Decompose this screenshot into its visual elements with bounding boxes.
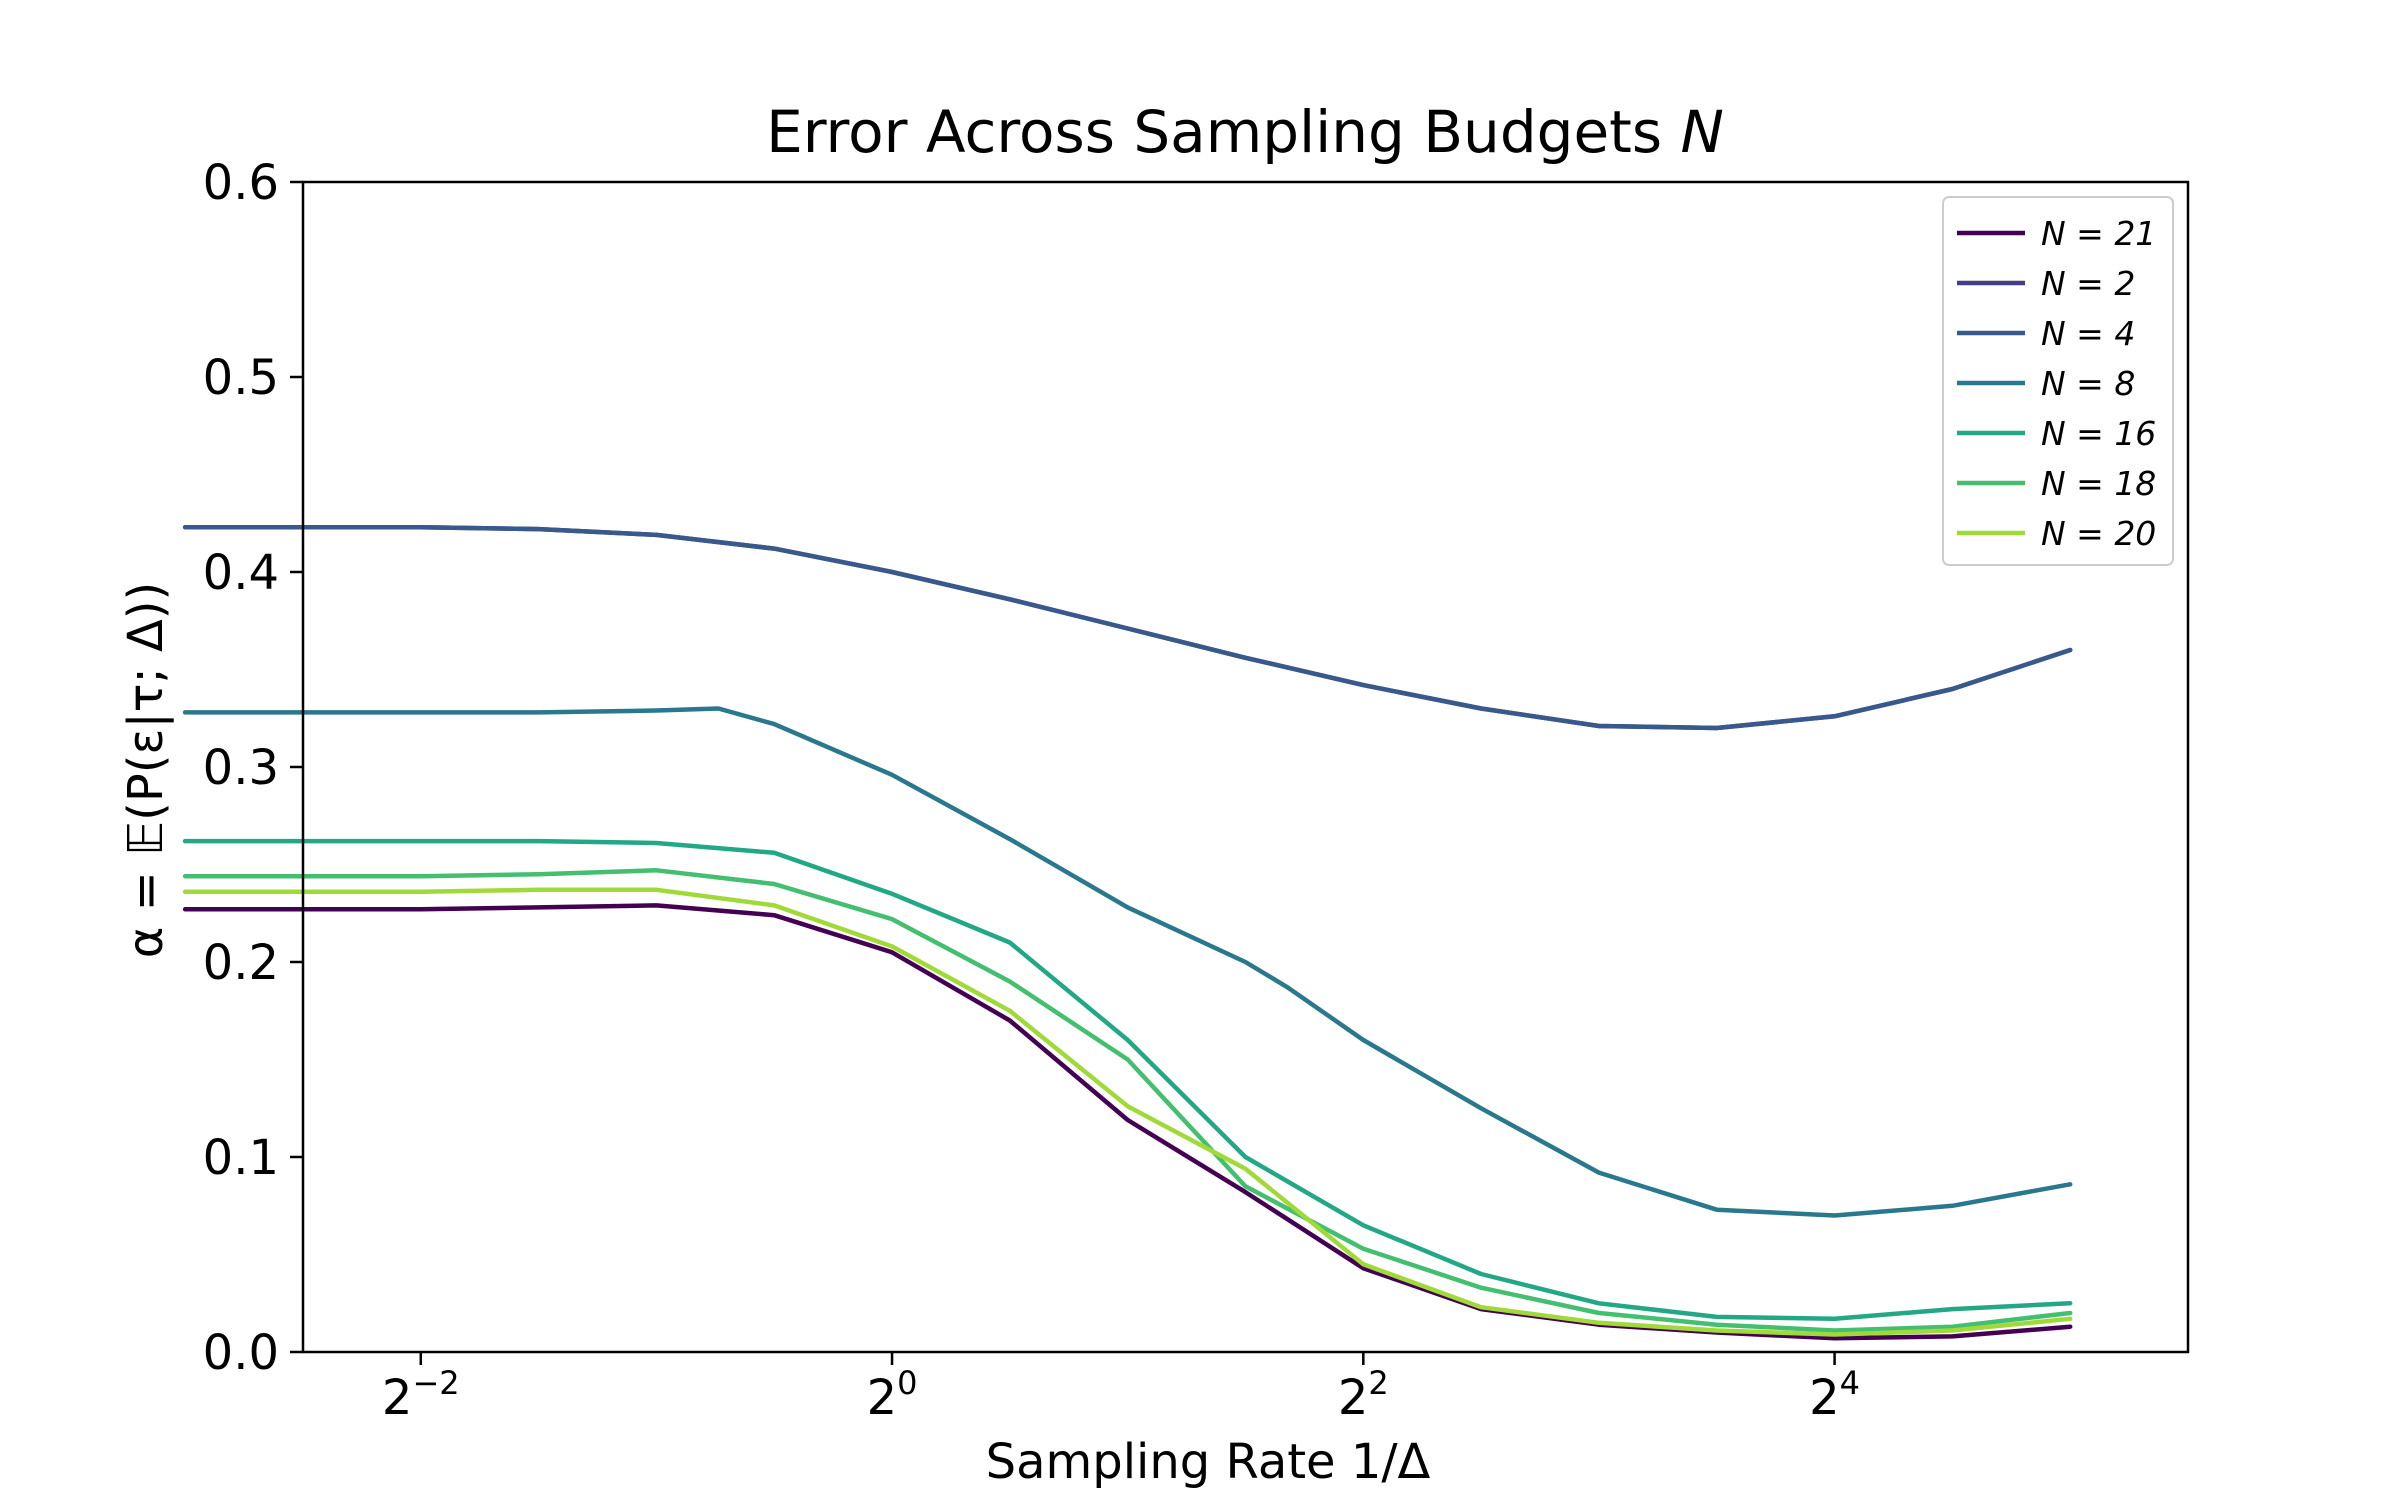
x-tick-exponent: 4 bbox=[1840, 1364, 1860, 1402]
chart-title: Error Across Sampling Budgets N bbox=[766, 98, 1724, 166]
series-line-0 bbox=[182, 903, 2073, 1341]
legend-label: N = 21 bbox=[2041, 214, 2156, 253]
y-axis-label: α = 𝔼(P(ε|τ; Δ)) bbox=[118, 582, 174, 959]
legend-label: N = 20 bbox=[2041, 514, 2156, 553]
series-line-5 bbox=[182, 868, 2073, 1333]
x-tick-base: 2 bbox=[1809, 1370, 1840, 1426]
legend-label: N = 8 bbox=[2041, 364, 2135, 403]
x-tick-base: 2 bbox=[867, 1370, 898, 1426]
x-axis: 2−2 20 22 24 bbox=[382, 1352, 1860, 1426]
legend-label: N = 2 bbox=[2041, 264, 2135, 303]
y-tick-label: 0.5 bbox=[203, 350, 279, 406]
y-tick-label: 0.6 bbox=[203, 155, 279, 211]
legend-box bbox=[1942, 196, 2174, 566]
x-tick-label: 2−2 bbox=[382, 1364, 460, 1426]
plot-frame bbox=[301, 180, 2190, 1354]
x-tick-exponent: −2 bbox=[412, 1364, 459, 1402]
chart-title-text: Error Across Sampling Budgets bbox=[766, 98, 1680, 166]
legend: N = 21 N = 2 N = 4 N = 8 N = 16 N = 18 N = 20 bbox=[1942, 196, 2174, 566]
x-tick-exponent: 2 bbox=[1368, 1364, 1388, 1402]
x-tick-base: 2 bbox=[1338, 1370, 1369, 1426]
y-tick-label: 0.3 bbox=[203, 740, 279, 796]
y-axis: 0.0 0.1 0.2 0.3 0.4 0.5 0.6 bbox=[203, 155, 303, 1381]
series-line-4 bbox=[182, 838, 2073, 1322]
x-tick-exponent: 0 bbox=[897, 1364, 917, 1402]
series-line-2 bbox=[182, 524, 2073, 731]
x-tick-label: 22 bbox=[1338, 1364, 1389, 1426]
y-tick-label: 0.0 bbox=[203, 1325, 279, 1381]
x-tick-base: 2 bbox=[382, 1370, 413, 1426]
y-tick-label: 0.1 bbox=[203, 1130, 279, 1186]
legend-label: N = 4 bbox=[2041, 314, 2135, 353]
chart-title-variable: N bbox=[1681, 98, 1724, 166]
y-tick-label: 0.4 bbox=[203, 545, 279, 601]
plot-area bbox=[182, 524, 2073, 1341]
x-tick-label: 24 bbox=[1809, 1364, 1860, 1426]
x-axis-label: Sampling Rate 1/Δ bbox=[986, 1434, 1431, 1490]
x-tick-label: 20 bbox=[867, 1364, 918, 1426]
legend-label: N = 16 bbox=[2041, 414, 2156, 453]
y-tick-label: 0.2 bbox=[203, 935, 279, 991]
legend-label: N = 18 bbox=[2041, 464, 2156, 503]
series-line-3 bbox=[182, 706, 2073, 1218]
series-line-6 bbox=[182, 887, 2073, 1337]
